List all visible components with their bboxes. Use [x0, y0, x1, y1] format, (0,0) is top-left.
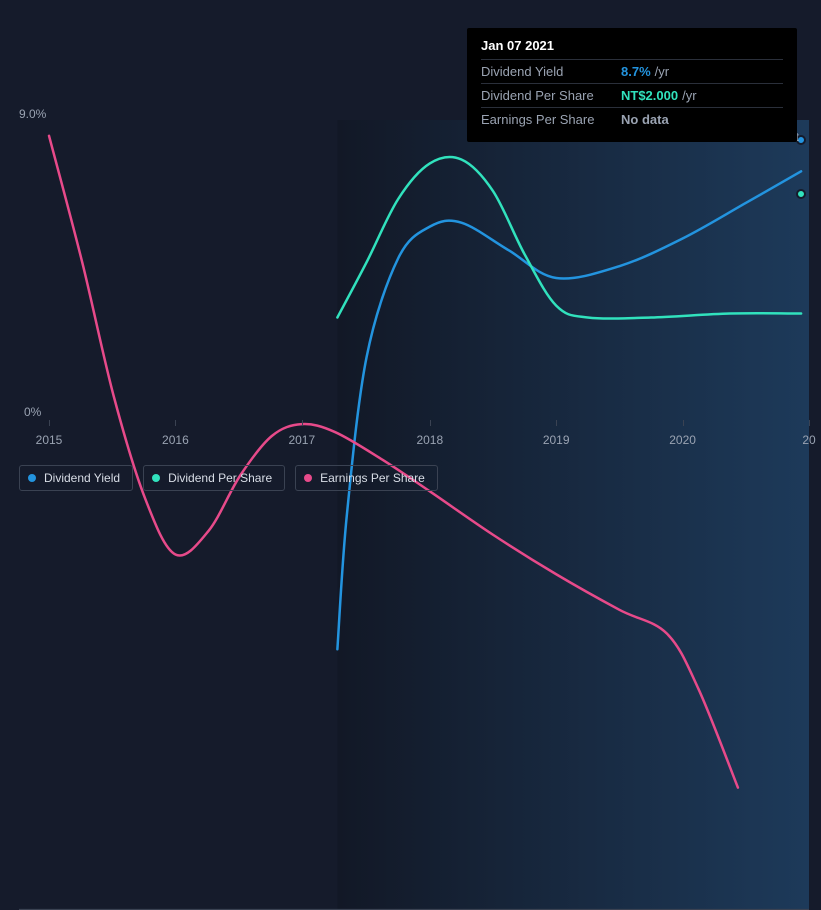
x-axis-tick: 2020: [669, 433, 696, 447]
x-axis-tick-mark: [175, 420, 176, 426]
series-line: [337, 157, 801, 319]
legend-dot-icon: [28, 474, 36, 482]
x-axis-tick-mark: [809, 420, 810, 426]
tooltip-row-unit: /yr: [682, 88, 696, 103]
x-axis-tick-mark: [302, 420, 303, 426]
legend-item[interactable]: Earnings Per Share: [295, 465, 438, 491]
x-axis-tick-mark: [430, 420, 431, 426]
series-line: [337, 171, 801, 649]
tooltip-row-label: Earnings Per Share: [481, 111, 621, 129]
legend-item-label: Earnings Per Share: [320, 471, 425, 485]
chart-container: Jan 07 2021 Dividend Yield8.7%/yrDividen…: [0, 0, 821, 508]
legend: Dividend Yield Dividend Per Share Earnings…: [19, 465, 438, 491]
tooltip-row: Dividend Per ShareNT$2.000/yr: [481, 83, 783, 107]
x-axis-tick: 2015: [36, 433, 63, 447]
tooltip: Jan 07 2021 Dividend Yield8.7%/yrDividen…: [467, 28, 797, 142]
tooltip-row-value: NT$2.000/yr: [621, 87, 697, 105]
tooltip-date: Jan 07 2021: [481, 38, 783, 53]
chart-lines: [19, 120, 809, 910]
x-axis-tick: 20: [802, 433, 815, 447]
legend-item-label: Dividend Per Share: [168, 471, 272, 485]
legend-item-label: Dividend Yield: [44, 471, 120, 485]
tooltip-row: Earnings Per ShareNo data: [481, 107, 783, 131]
series-endpoint-dot: [796, 189, 806, 199]
tooltip-row: Dividend Yield8.7%/yr: [481, 59, 783, 83]
tooltip-row-unit: /yr: [655, 64, 669, 79]
tooltip-row-label: Dividend Per Share: [481, 87, 621, 105]
x-axis-tick: 2017: [288, 433, 315, 447]
plot-area[interactable]: [19, 120, 809, 420]
tooltip-row-value: No data: [621, 111, 669, 129]
x-axis-tick: 2019: [543, 433, 570, 447]
legend-item[interactable]: Dividend Per Share: [143, 465, 285, 491]
x-axis-tick: 2016: [162, 433, 189, 447]
legend-dot-icon: [152, 474, 160, 482]
legend-dot-icon: [304, 474, 312, 482]
series-line: [49, 136, 738, 788]
x-axis-tick-mark: [683, 420, 684, 426]
x-axis-tick: 2018: [416, 433, 443, 447]
x-axis-tick-mark: [556, 420, 557, 426]
tooltip-row-label: Dividend Yield: [481, 63, 621, 81]
legend-item[interactable]: Dividend Yield: [19, 465, 133, 491]
tooltip-row-value: 8.7%/yr: [621, 63, 669, 81]
x-axis: 20152016201720182019202020: [19, 425, 809, 445]
y-axis-max-label: 9.0%: [19, 107, 46, 121]
x-axis-tick-mark: [49, 420, 50, 426]
